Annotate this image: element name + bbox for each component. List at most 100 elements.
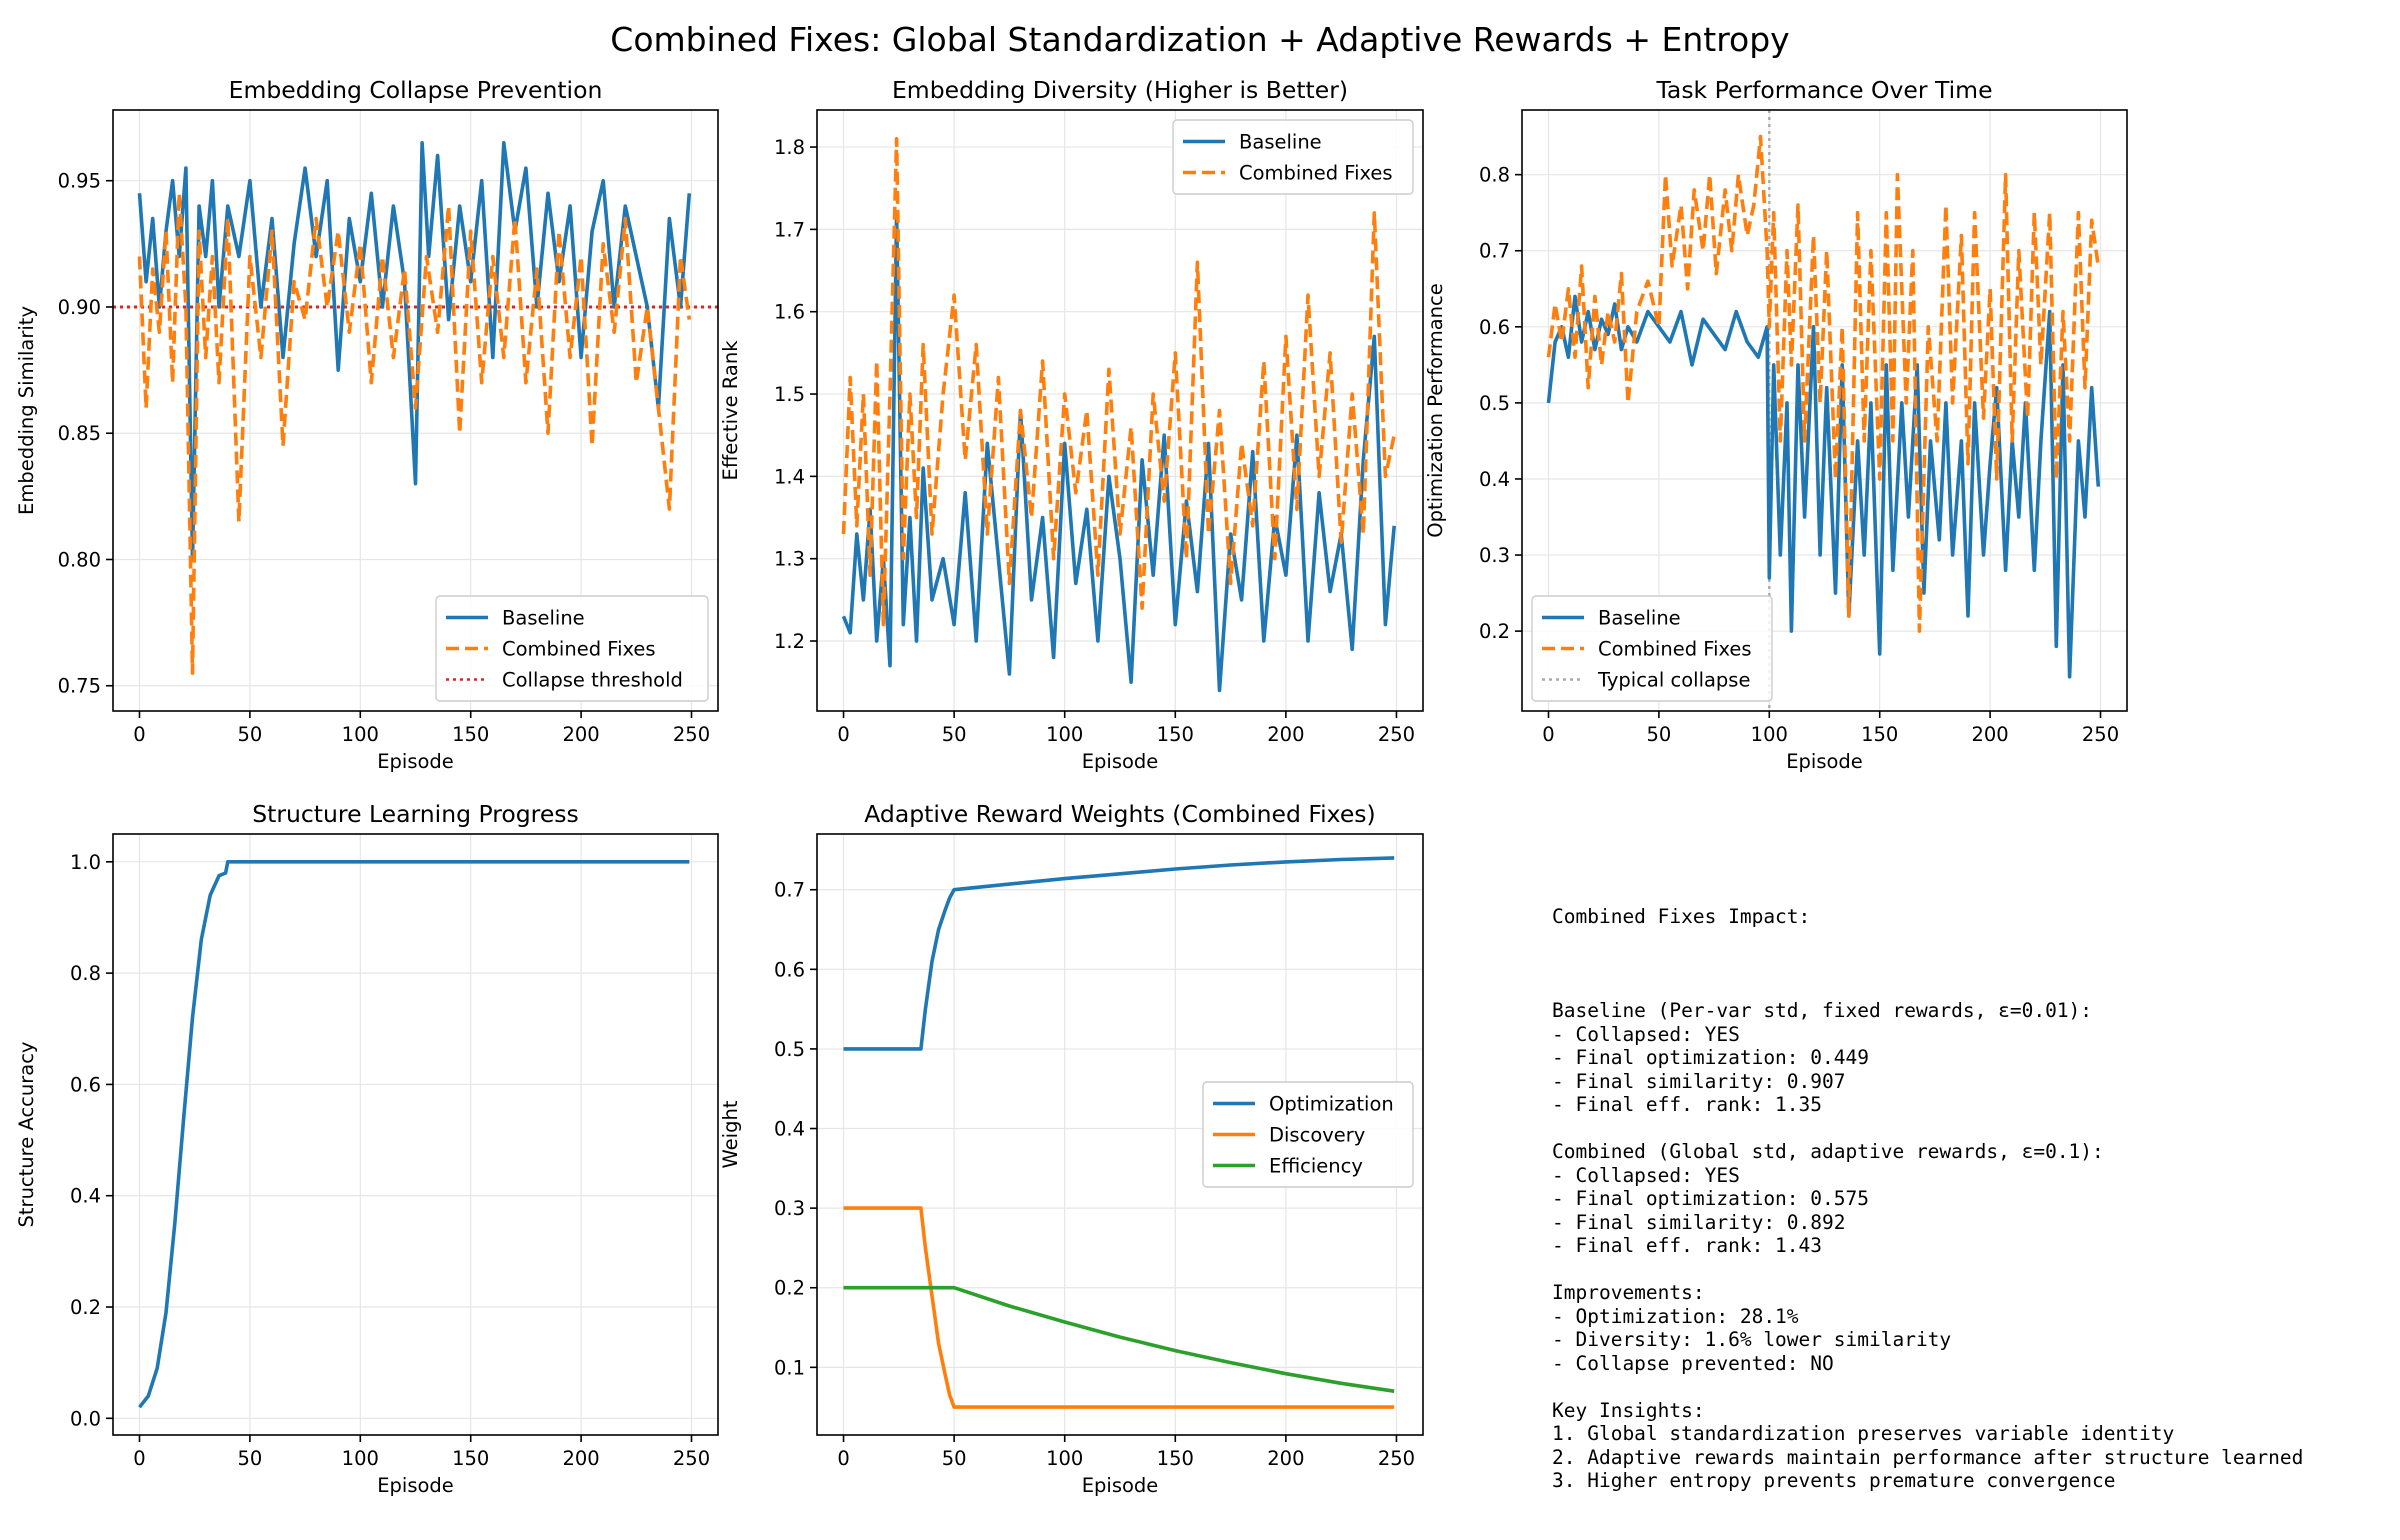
y-tick-label: 0.3 <box>774 1197 805 1220</box>
y-tick-label: 0.4 <box>70 1185 101 1208</box>
chart-title: Structure Learning Progress <box>252 800 579 828</box>
x-tick-label: 0 <box>133 1447 145 1470</box>
x-tick-label: 0 <box>133 723 145 746</box>
series-group <box>138 859 690 1409</box>
y-tick-label: 1.2 <box>774 630 805 653</box>
legend-label: Efficiency <box>1269 1155 1363 1178</box>
summary-line: 1. Global standardization preserves vari… <box>1552 1422 2175 1445</box>
series-group <box>843 856 1395 1409</box>
series-line-discovery <box>843 1206 1395 1409</box>
series-group <box>841 137 1396 693</box>
chart-panel-weights: 0 50 100 150 200 250 0.1 0.2 0.3 0.4 0.5 0.6 0.7 Adap… <box>719 800 1424 1497</box>
y-tick-label: 0.5 <box>774 1038 805 1061</box>
x-tick-label: 150 <box>1157 723 1194 746</box>
y-axis-label: Embedding Similarity <box>15 306 38 515</box>
y-axis-label: Weight <box>719 1100 742 1168</box>
y-tick-label: 0.3 <box>1479 544 1510 567</box>
series-group <box>1546 134 2101 679</box>
legend-label: Collapse threshold <box>502 669 683 692</box>
x-tick-label: 200 <box>562 1447 599 1470</box>
y-tick-label: 1.0 <box>70 851 101 874</box>
y-tick-label: 1.3 <box>774 548 805 571</box>
y-axis-label: Optimization Performance <box>1424 283 1447 538</box>
y-tick-label: 1.7 <box>774 218 805 241</box>
x-tick-label: 150 <box>452 723 489 746</box>
legend-box <box>1531 595 1773 702</box>
summary-line: - Final similarity: 0.892 <box>1552 1210 1846 1234</box>
y-tick-label: 0.4 <box>774 1118 805 1141</box>
chart-panel-performance: 0 50 100 150 200 250 0.2 0.3 0.4 0.5 0.6 0.7 0.8 Task… <box>1424 76 2128 773</box>
x-tick-label: 250 <box>673 1447 710 1470</box>
summary-line: Baseline (Per-var std, fixed rewards, ε=… <box>1552 999 2093 1022</box>
x-tick-label: 250 <box>1378 723 1415 746</box>
x-tick-label: 0 <box>1542 723 1554 746</box>
summary-section: Combined (Global std, adaptive rewards, … <box>1552 1140 2392 1258</box>
summary-line: - Final similarity: 0.907 <box>1552 1069 1846 1093</box>
legend: Optimization Discovery Efficiency <box>1202 1081 1414 1188</box>
series-line-baseline <box>137 141 692 562</box>
summary-text-box: Combined Fixes Impact: Baseline (Per-var… <box>1552 858 2392 1540</box>
y-tick-label: 0.2 <box>1479 620 1510 643</box>
y-tick-label: 0.75 <box>58 675 101 698</box>
y-tick-label: 0.95 <box>58 170 101 193</box>
summary-heading: Combined Fixes Impact: <box>1552 905 1811 928</box>
summary-line: - Optimization: 28.1% <box>1552 1304 1799 1328</box>
x-tick-label: 50 <box>942 723 967 746</box>
y-tick-label: 1.8 <box>774 136 805 159</box>
y-axis-label: Effective Rank <box>719 340 742 481</box>
summary-line: Improvements: <box>1552 1281 1705 1304</box>
y-tick-label: 0.6 <box>70 1073 101 1096</box>
x-tick-label: 150 <box>1861 723 1898 746</box>
legend-label: Discovery <box>1269 1124 1365 1147</box>
y-tick-label: 0.6 <box>774 958 805 981</box>
x-axis-label: Episode <box>377 750 454 773</box>
x-tick-label: 200 <box>562 723 599 746</box>
y-tick-label: 0.1 <box>774 1356 805 1379</box>
legend-box <box>1202 1081 1414 1188</box>
legend-label: Baseline <box>1239 131 1322 154</box>
x-tick-label: 100 <box>1046 723 1083 746</box>
series-line-combined-fixes <box>1546 134 2101 633</box>
legend-label: Combined Fixes <box>502 638 656 661</box>
legend-label: Combined Fixes <box>1239 162 1393 185</box>
x-tick-label: 200 <box>1971 723 2008 746</box>
x-tick-label: 150 <box>452 1447 489 1470</box>
axes-frame <box>816 109 1424 712</box>
x-tick-label: 100 <box>342 1447 379 1470</box>
y-tick-label: 0.2 <box>774 1277 805 1300</box>
y-tick-label: 0.5 <box>1479 392 1510 415</box>
x-tick-label: 50 <box>1646 723 1671 746</box>
legend: Baseline Combined Fixes Collapse threshold <box>435 595 709 702</box>
x-tick-label: 0 <box>837 723 849 746</box>
axes-frame <box>1521 109 2128 712</box>
x-tick-label: 100 <box>1046 1447 1083 1470</box>
axes-frame <box>112 833 719 1436</box>
series-line-combined-fixes <box>137 191 692 675</box>
x-tick-label: 50 <box>237 1447 262 1470</box>
chart-title: Embedding Diversity (Higher is Better) <box>892 76 1348 104</box>
figure-title: Combined Fixes: Global Standardization +… <box>610 20 1790 59</box>
legend-box <box>1172 119 1414 195</box>
x-tick-label: 100 <box>1751 723 1788 746</box>
x-tick-label: 250 <box>2082 723 2119 746</box>
y-tick-label: 0.7 <box>774 879 805 902</box>
x-tick-label: 200 <box>1267 723 1304 746</box>
legend-label: Optimization <box>1269 1093 1394 1116</box>
summary-line: - Diversity: 1.6% lower similarity <box>1552 1328 1952 1351</box>
axes-frame <box>816 833 1424 1436</box>
summary-line: - Collapsed: YES <box>1552 1022 1740 1046</box>
y-tick-label: 0.0 <box>70 1407 101 1430</box>
summary-line: Key Insights: <box>1552 1398 1705 1422</box>
series-line-accuracy <box>138 859 690 1409</box>
series-line-optimization <box>843 856 1395 1051</box>
y-tick-label: 0.85 <box>58 422 101 445</box>
y-tick-label: 0.80 <box>58 548 101 571</box>
summary-line: - Collapsed: YES <box>1552 1163 1740 1187</box>
legend-box <box>435 595 709 702</box>
y-tick-label: 1.5 <box>774 383 805 406</box>
legend-label: Combined Fixes <box>1598 638 1752 661</box>
y-tick-label: 0.6 <box>1479 316 1510 339</box>
x-axis-label: Episode <box>1082 750 1159 773</box>
legend: Baseline Combined Fixes <box>1172 119 1414 195</box>
summary-sections: Baseline (Per-var std, fixed rewards, ε=… <box>1552 999 2392 1493</box>
